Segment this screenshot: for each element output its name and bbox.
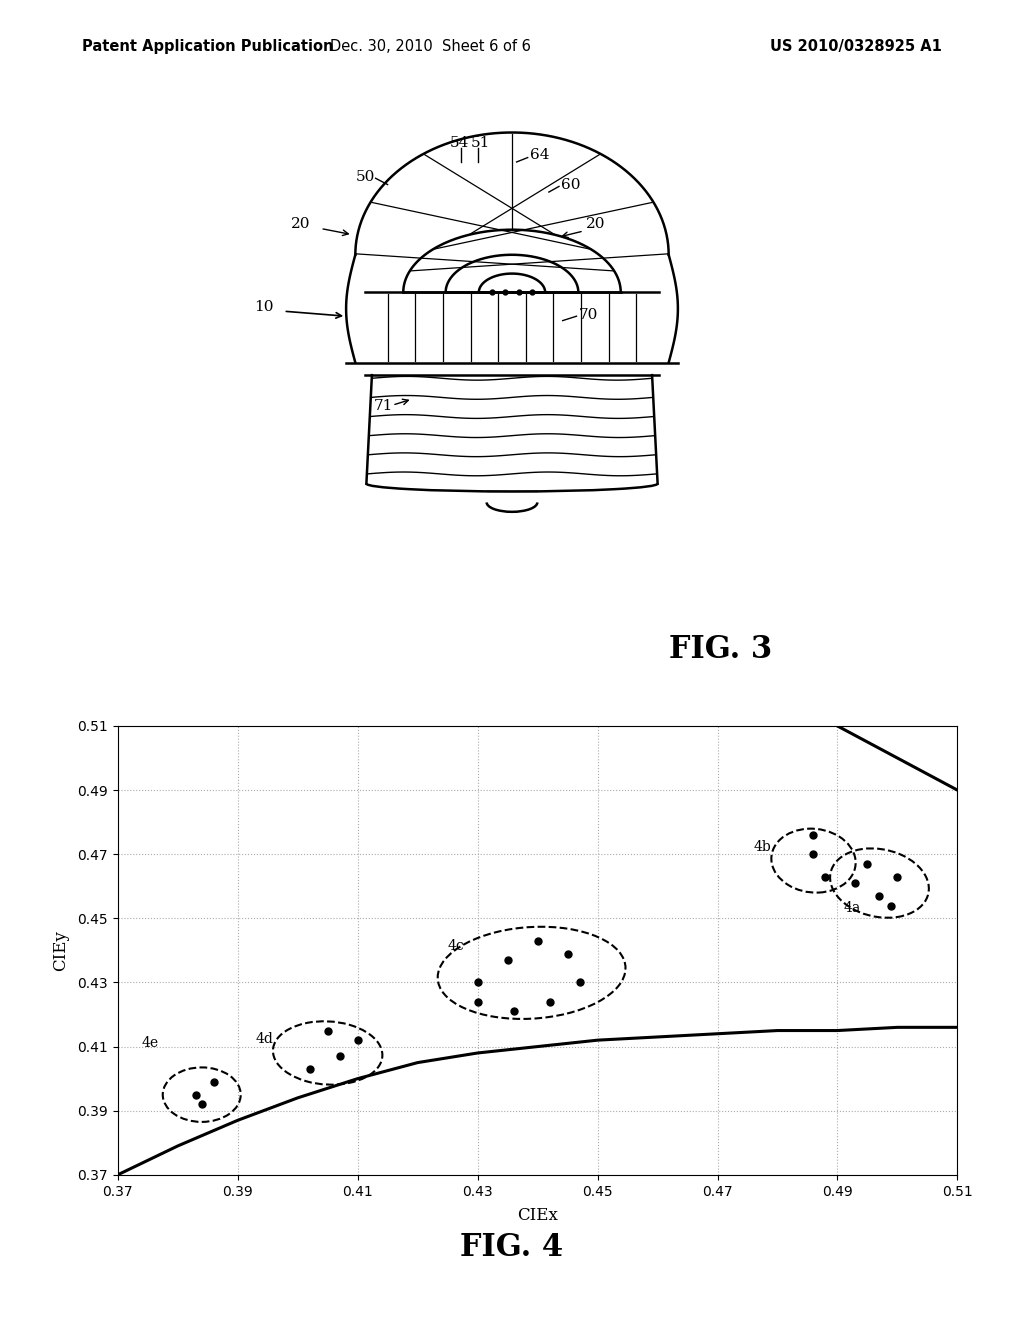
Text: US 2010/0328925 A1: US 2010/0328925 A1 <box>770 38 942 54</box>
Text: 71: 71 <box>374 399 393 413</box>
Text: 60: 60 <box>561 178 581 191</box>
Text: 64: 64 <box>530 148 550 162</box>
Text: 70: 70 <box>579 308 598 322</box>
Y-axis label: CIEy: CIEy <box>52 931 69 970</box>
X-axis label: CIEx: CIEx <box>517 1206 558 1224</box>
Text: 4a: 4a <box>844 902 861 915</box>
Text: 10: 10 <box>254 300 273 314</box>
Text: 50: 50 <box>355 170 375 183</box>
Text: 4c: 4c <box>447 940 465 953</box>
Text: 4b: 4b <box>754 840 771 854</box>
Text: 54: 54 <box>450 136 469 150</box>
Text: Patent Application Publication: Patent Application Publication <box>82 38 334 54</box>
Text: Dec. 30, 2010  Sheet 6 of 6: Dec. 30, 2010 Sheet 6 of 6 <box>330 38 530 54</box>
Text: 20: 20 <box>291 218 310 231</box>
Text: 20: 20 <box>586 218 605 231</box>
Text: FIG. 3: FIG. 3 <box>669 635 772 665</box>
Text: 4d: 4d <box>256 1032 273 1047</box>
Text: FIG. 4: FIG. 4 <box>461 1232 563 1263</box>
Text: 51: 51 <box>471 136 489 150</box>
Text: 4e: 4e <box>141 1036 159 1049</box>
